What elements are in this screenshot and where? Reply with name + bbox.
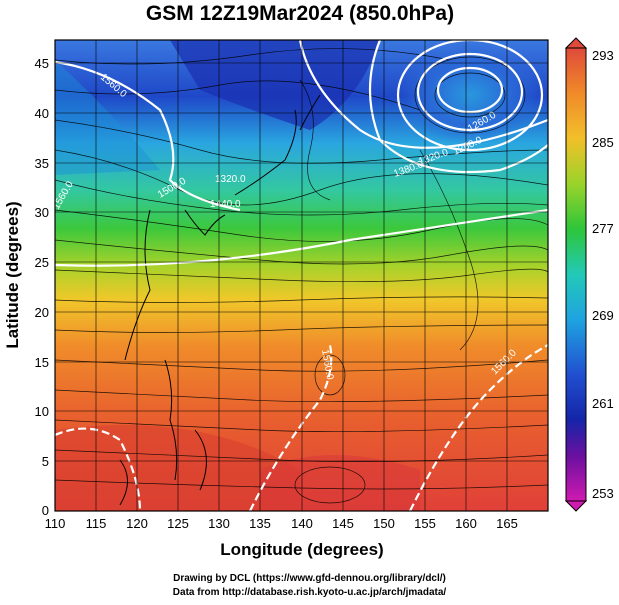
y-tick-label: 30 <box>35 205 49 220</box>
x-tick-label: 130 <box>208 516 230 531</box>
x-tick-label: 165 <box>496 516 518 531</box>
colorbar-tick-label: 253 <box>592 486 614 501</box>
y-tick-label: 5 <box>42 454 49 469</box>
x-tick-label: 115 <box>86 516 107 531</box>
y-tick-label: 20 <box>35 305 49 320</box>
x-tick-label: 145 <box>332 516 354 531</box>
y-tick-label: 15 <box>35 355 49 370</box>
x-tick-label: 120 <box>126 516 148 531</box>
y-tick-label: 25 <box>35 255 49 270</box>
x-axis-title: Longitude (degrees) <box>220 540 383 559</box>
y-tick-label: 40 <box>35 106 49 121</box>
colorbar-tick-label: 293 <box>592 48 614 63</box>
x-tick-label: 150 <box>373 516 395 531</box>
contour-label: 1560.0 <box>319 349 335 381</box>
colorbar-tick-label: 261 <box>592 396 614 411</box>
credit-line-data: Data from http://database.rish.kyoto-u.a… <box>172 587 447 598</box>
colorbar-top-arrow <box>564 37 588 49</box>
x-tick-label: 135 <box>249 516 271 531</box>
y-axis-title: Latitude (degrees) <box>3 201 22 348</box>
contour-label: 1320.0 <box>215 174 246 185</box>
plot-frame <box>54 39 549 512</box>
colorbar: 293 285 277 269 261 253 <box>564 37 614 512</box>
x-tick-label: 125 <box>167 516 189 531</box>
wind-streamlines <box>55 48 548 504</box>
colorbar-tick-label: 277 <box>592 221 614 236</box>
colorbar-bottom-arrow <box>564 500 588 512</box>
x-tick-label: 140 <box>291 516 313 531</box>
y-tick-label: 0 <box>42 503 49 518</box>
y-tick-label: 45 <box>35 56 49 71</box>
height-contours <box>55 40 548 511</box>
contour-label: 1440.0 <box>210 199 241 210</box>
temperature-field <box>55 40 548 511</box>
x-tick-label: 155 <box>414 516 436 531</box>
y-tick-label: 35 <box>35 156 49 171</box>
x-axis: 110 115 120 125 130 135 140 145 150 155 … <box>45 516 518 559</box>
x-tick-label: 110 <box>45 516 66 531</box>
credit-line-drawing: Drawing by DCL (https://www.gfd-dennou.o… <box>173 573 446 584</box>
colorbar-tick-label: 285 <box>592 135 614 150</box>
colorbar-tick-label: 269 <box>592 308 614 323</box>
map-title: GSM 12Z19Mar2024 (850.0hPa) <box>145 2 455 25</box>
x-tick-label: 160 <box>455 516 477 531</box>
y-tick-label: 10 <box>35 404 49 419</box>
colorbar-scale <box>565 47 587 502</box>
y-axis: 0 5 10 15 20 25 30 35 40 45 Latitude (de… <box>3 56 49 518</box>
colorbar-labels: 293 285 277 269 261 253 <box>592 48 614 501</box>
